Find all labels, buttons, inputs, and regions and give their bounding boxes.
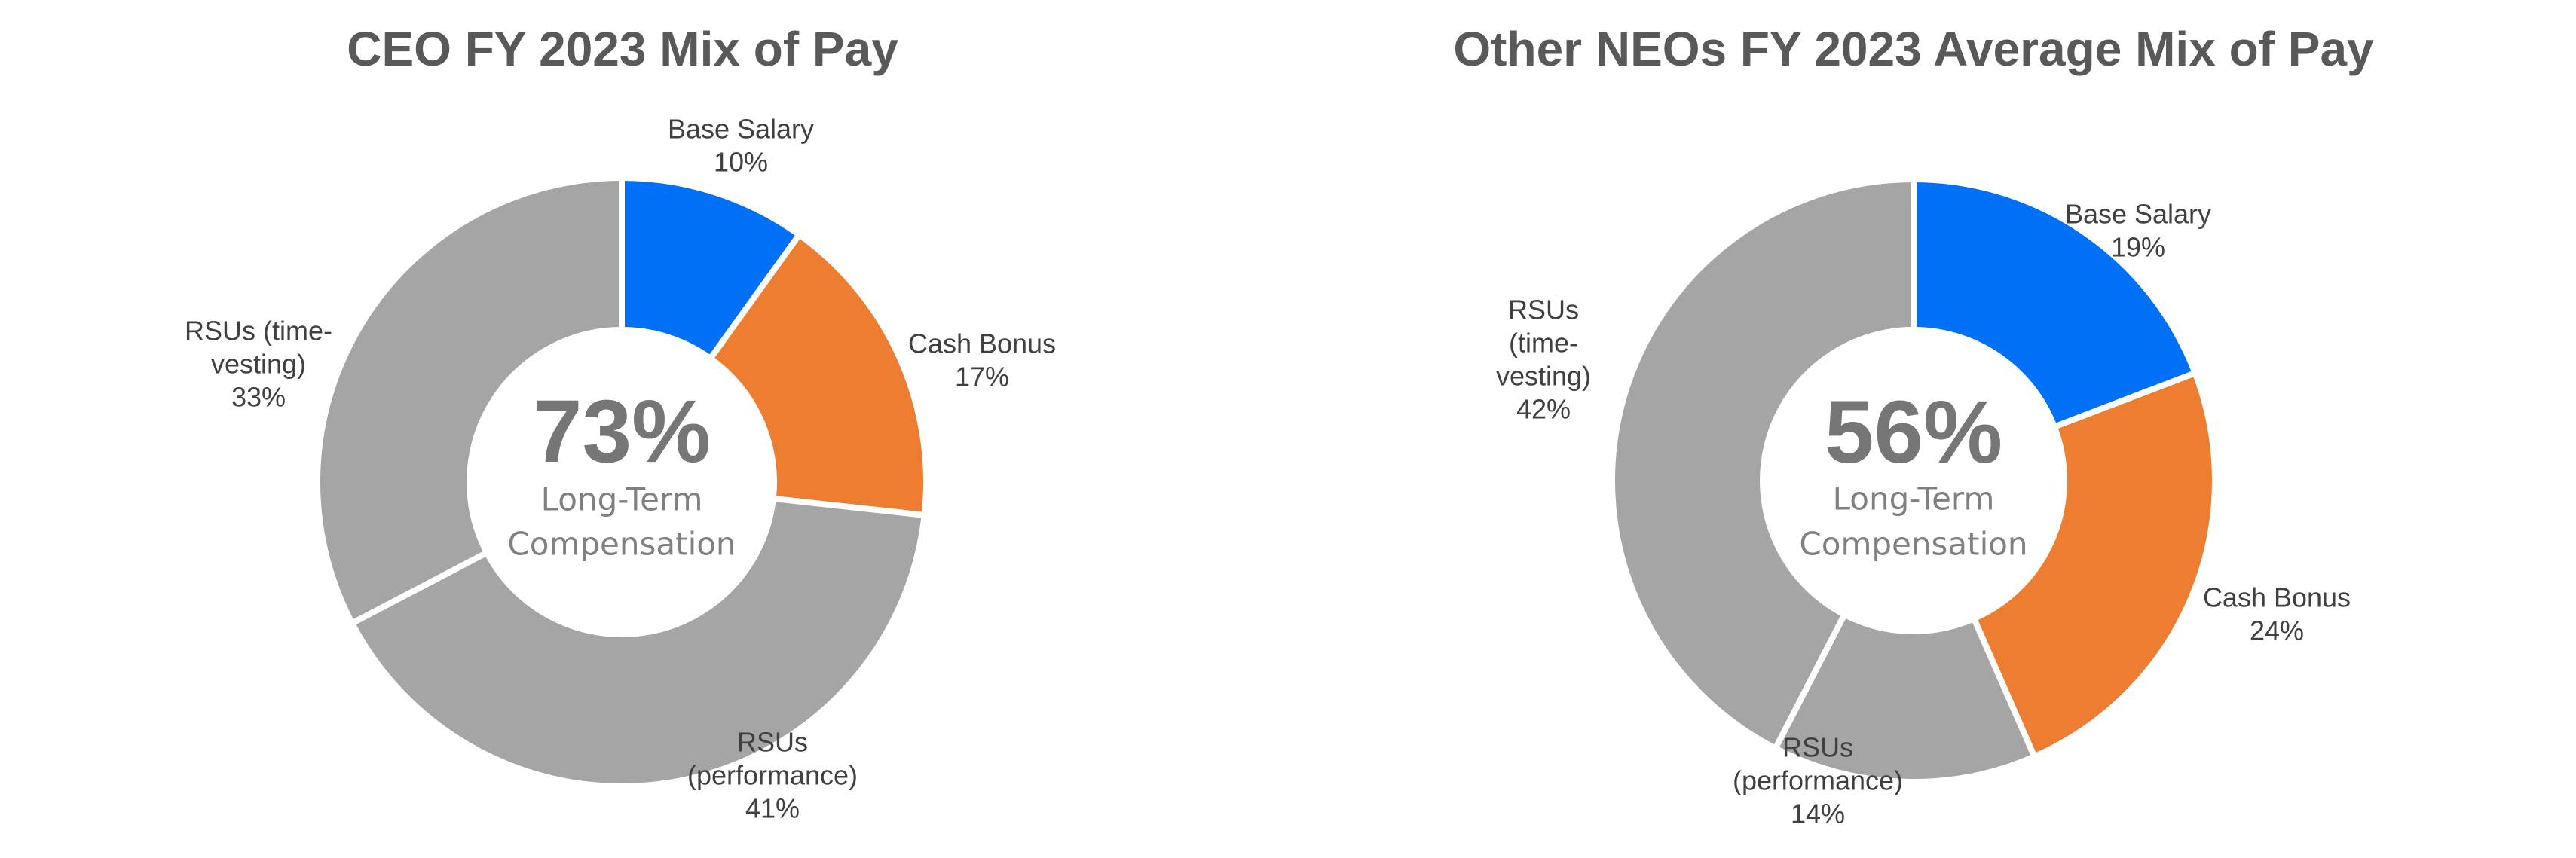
slice-value-label-rsus-performance: 41% bbox=[745, 793, 800, 824]
slice-base-salary bbox=[1911, 176, 2199, 431]
slice-cash-bonus bbox=[1969, 369, 2218, 761]
slice-value-label-base-salary: 10% bbox=[714, 147, 768, 178]
slice-name-label-rsus-time-vesting: RSUs (time- bbox=[185, 316, 332, 347]
slice-value-label-rsus-time-vesting: 42% bbox=[1516, 394, 1571, 425]
slice-rsus-performance bbox=[1771, 610, 2039, 785]
slice-name-label-rsus-time-vesting: vesting) bbox=[211, 349, 306, 380]
slice-name-label-rsus-time-vesting: (time- bbox=[1509, 328, 1578, 359]
slice-cash-bonus bbox=[706, 231, 929, 519]
slice-name-label-base-salary: Base Salary bbox=[2065, 199, 2211, 230]
chart-title: CEO FY 2023 Mix of Pay bbox=[347, 22, 898, 76]
slice-rsus-time-vesting bbox=[314, 174, 625, 627]
center-caption: Compensation bbox=[507, 526, 736, 563]
slice-name-label-rsus-time-vesting: RSUs bbox=[1508, 295, 1579, 325]
slice-base-salary bbox=[619, 174, 804, 363]
slice-value-label-cash-bonus: 17% bbox=[955, 362, 1009, 392]
center-percentage: 73% bbox=[533, 382, 711, 481]
center-caption: Compensation bbox=[1799, 526, 2027, 563]
slice-value-label-cash-bonus: 24% bbox=[2250, 615, 2304, 646]
center-caption: Long-Term bbox=[1833, 481, 1995, 518]
slice-rsus-time-vesting bbox=[1609, 176, 1917, 753]
slice-name-label-rsus-performance: (performance) bbox=[1733, 765, 1903, 796]
slice-value-label-base-salary: 19% bbox=[2111, 232, 2165, 263]
neo-chart-panel: Other NEOs FY 2023 Average Mix of Pay Ba… bbox=[1288, 0, 2576, 858]
center-caption: Long-Term bbox=[541, 481, 703, 518]
slice-value-label-rsus-performance: 14% bbox=[1791, 798, 1845, 829]
center-percentage: 56% bbox=[1825, 383, 2002, 482]
slice-value-label-rsus-time-vesting: 33% bbox=[231, 382, 286, 413]
slice-name-label-rsus-performance: RSUs bbox=[1782, 732, 1853, 763]
slice-name-label-rsus-performance: RSUs bbox=[737, 727, 808, 758]
slice-name-label-cash-bonus: Cash Bonus bbox=[908, 328, 1056, 359]
slice-name-label-base-salary: Base Salary bbox=[668, 114, 814, 145]
slice-rsus-performance bbox=[347, 495, 929, 789]
slice-name-label-rsus-time-vesting: vesting) bbox=[1496, 361, 1591, 392]
ceo-chart-panel: CEO FY 2023 Mix of Pay Base Salary 10% Cas… bbox=[185, 22, 1056, 824]
chart-title: Other NEOs FY 2023 Average Mix of Pay bbox=[1453, 22, 2374, 76]
slice-name-label-cash-bonus: Cash Bonus bbox=[2203, 582, 2351, 613]
slice-name-label-rsus-performance: (performance) bbox=[687, 760, 858, 791]
